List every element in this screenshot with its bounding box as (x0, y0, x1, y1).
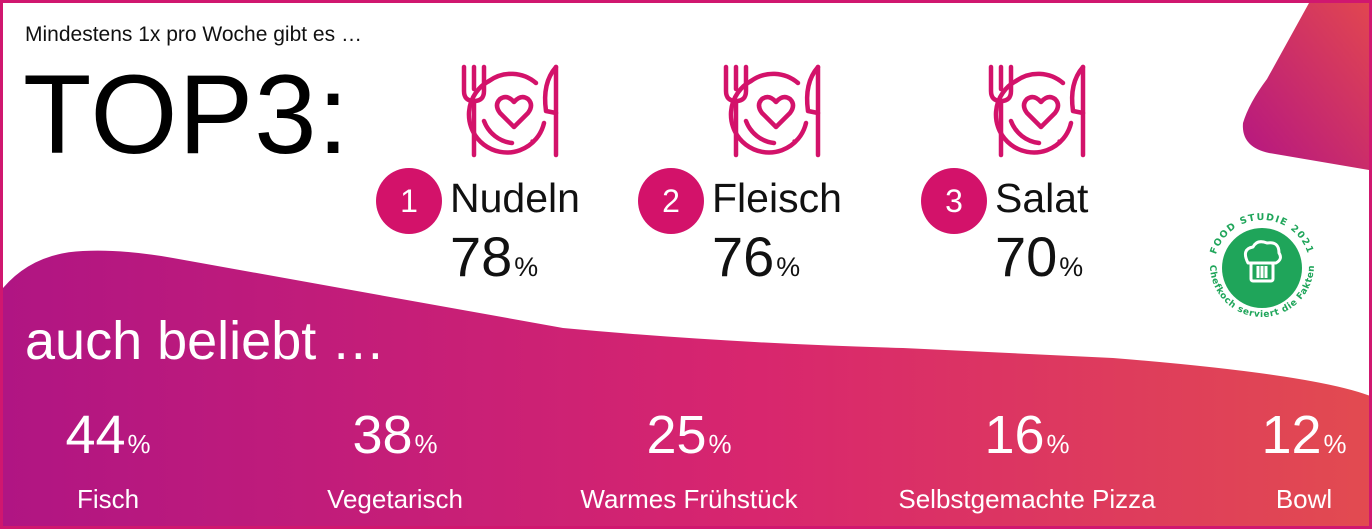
food-percent-2: 76% (712, 225, 801, 288)
background-shapes (3, 3, 1369, 526)
plate-heart-icon (988, 64, 1086, 158)
also-name: Vegetarisch (327, 484, 463, 514)
also-percent: 25% (646, 405, 732, 465)
rank-badge-3: 3 (921, 168, 987, 234)
rank-badge-2: 2 (638, 168, 704, 234)
also-item-vegetarisch: 38% Vegetarisch (295, 403, 495, 515)
top3-title: TOP3: (23, 52, 350, 177)
food-name-2: Fleisch (712, 175, 842, 221)
also-name: Selbstgemachte Pizza (898, 484, 1156, 514)
bottom-band (3, 250, 1369, 526)
also-item-pizza: 16% Selbstgemachte Pizza (871, 403, 1183, 515)
also-percent: 12% (1261, 405, 1347, 465)
also-item-bowl: 12% Bowl (1249, 403, 1359, 515)
top-item-3: 3 Salat 70% (921, 3, 1181, 293)
also-name: Fisch (76, 484, 140, 514)
also-item-fruehstueck: 25% Warmes Frühstück (553, 403, 825, 515)
also-percent: 16% (984, 405, 1070, 465)
food-percent-3: 70% (995, 225, 1084, 288)
food-studie-badge: FOOD STUDIE 2021 Chefkoch serviert die F… (1207, 212, 1317, 320)
also-percent: 44% (65, 405, 151, 465)
also-percent: 38% (352, 405, 438, 465)
plate-heart-icon (461, 64, 559, 158)
top-item-2: 2 Fleisch 76% (638, 3, 898, 293)
also-item-fisch: 44% Fisch (33, 403, 183, 515)
corner-shape (1242, 3, 1369, 170)
also-name: Warmes Frühstück (580, 484, 798, 514)
chef-hat-icon (1243, 240, 1282, 283)
food-percent-1: 78% (450, 225, 539, 288)
food-name-1: Nudeln (450, 175, 580, 221)
subtitle: Mindestens 1x pro Woche gibt es … (25, 23, 362, 46)
top-item-1: 1 Nudeln 78% (376, 3, 636, 293)
also-popular-title: auch beliebt … (25, 311, 386, 371)
rank-badge-1: 1 (376, 168, 442, 234)
plate-heart-icon (723, 64, 821, 158)
food-name-3: Salat (995, 175, 1089, 221)
also-name: Bowl (1275, 484, 1333, 514)
